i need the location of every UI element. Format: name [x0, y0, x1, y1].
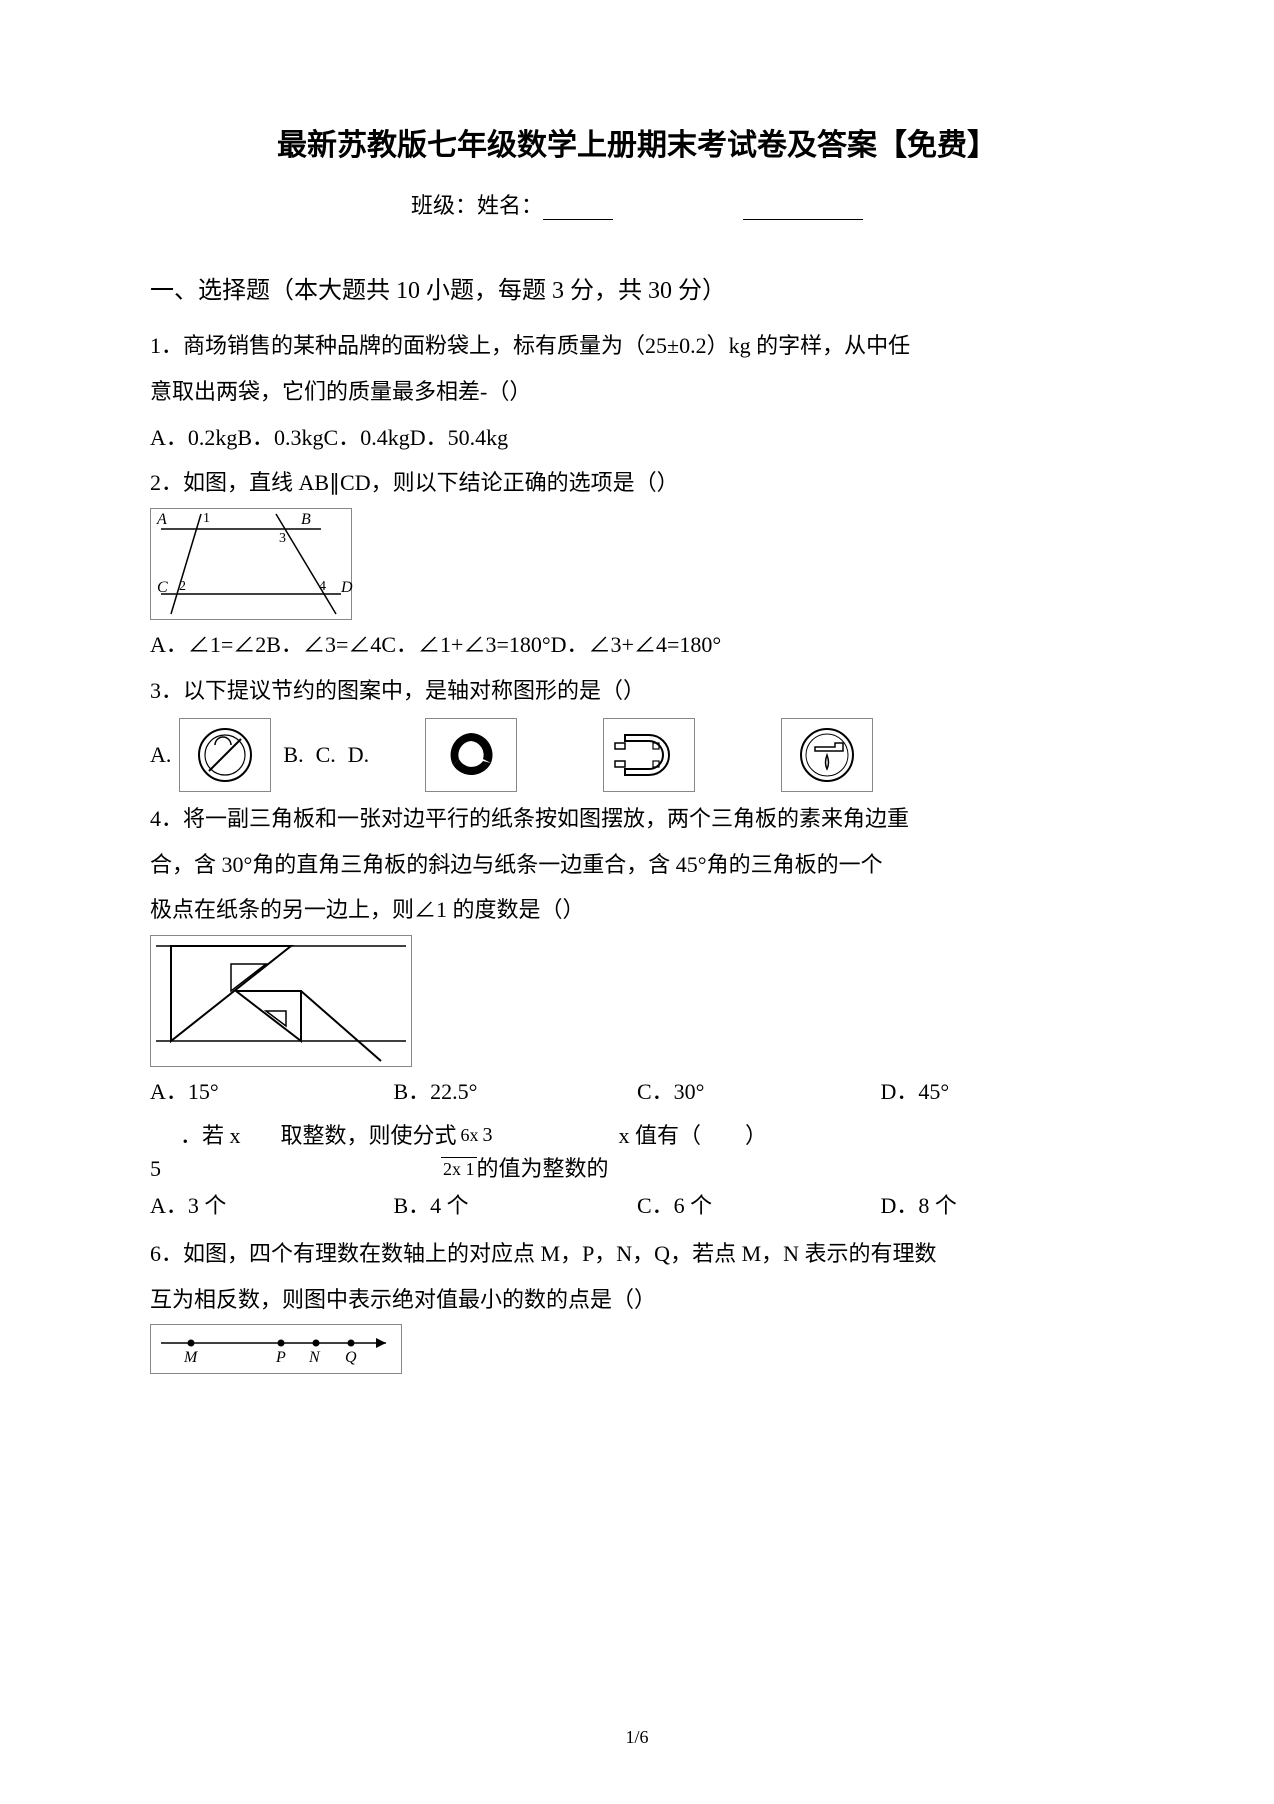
q3-svg-D [797, 725, 857, 785]
q5-line-upper: ．若 x 取整数，则使分式 6x 3 x 值有（ ） [150, 1119, 1124, 1152]
q4-opt-D: D．45° [881, 1071, 1125, 1113]
q3-prefix-A: A. [150, 742, 171, 768]
q4-opt-B: B．22.5° [394, 1071, 638, 1113]
q2-label-1: 1 [203, 511, 210, 527]
q4-options: A．15° B．22.5° C．30° D．45° [150, 1071, 1124, 1113]
q6-label-N: N [309, 1349, 320, 1367]
page-title: 最新苏教版七年级数学上册期末考试卷及答案【免费】 [150, 120, 1124, 164]
q2-options: A．∠1=∠2B．∠3=∠4C．∠1+∠3=180°D．∠3+∠4=180° [150, 624, 1124, 666]
q2-label-4: 4 [319, 579, 326, 595]
q2-label-2: 2 [179, 579, 186, 595]
q4-opt-A: A．15° [150, 1071, 394, 1113]
q3-options-row: A. B. C. D. [150, 718, 1124, 792]
q1-line1: 1．商场销售的某种品牌的面粉袋上，标有质量为（25±0.2）kg 的字样，从中任 [150, 325, 1124, 367]
q1-options: A．0.2kgB．0.3kgC．0.4kgD．50.4kg [150, 417, 1124, 459]
q2-line1: 2．如图，直线 AB∥CD，则以下结论正确的选项是（） [150, 462, 1124, 504]
q3-icon-D [781, 718, 873, 792]
q6-label-P: P [276, 1349, 286, 1367]
q5-prefix: 5 [150, 1152, 161, 1185]
q4-svg [151, 936, 411, 1066]
q3-svg-A [195, 725, 255, 785]
q3-prefix-C: C. [316, 742, 336, 768]
q5-mid: 3 [483, 1120, 493, 1150]
q5-opt-C: C．6 个 [637, 1185, 881, 1227]
q4-opt-C: C．30° [637, 1071, 881, 1113]
q3-svg-B [441, 725, 501, 785]
subtitle-line: 班级：姓名： [150, 188, 1124, 220]
q1-line2: 意取出两袋，它们的质量最多相差-（） [150, 371, 1124, 413]
q4-line3: 极点在纸条的另一边上，则∠1 的度数是（） [150, 889, 1124, 931]
q4-figure [150, 935, 412, 1067]
q2-label-D: D [341, 579, 353, 597]
q3-icon-C [603, 718, 695, 792]
q2-label-C: C [157, 579, 168, 597]
q5-fraction: 2x 1 [441, 1157, 477, 1180]
q2-label-B: B [301, 511, 311, 529]
q5-text-1d: x 值有（ ） [619, 1119, 768, 1152]
q3-prefix-B: B. [283, 742, 303, 768]
subtitle-prefix: 班级：姓名： [411, 193, 543, 218]
q5-frac-den: 2x 1 [441, 1157, 477, 1180]
q2-label-A: A [157, 511, 167, 529]
q6-line2: 互为相反数，则图中表示绝对值最小的数的点是（） [150, 1279, 1124, 1321]
q3-prefix-D: D. [348, 742, 369, 768]
q2-label-3: 3 [279, 531, 286, 547]
q4-line1: 4．将一副三角板和一张对边平行的纸条按如图摆放，两个三角板的素来角边重 [150, 798, 1124, 840]
q3-icon-A [179, 718, 271, 792]
blank-name [543, 219, 613, 220]
q5-opt-B: B．4 个 [394, 1185, 638, 1227]
section-1-heading: 一、选择题（本大题共 10 小题，每题 3 分，共 30 分） [150, 270, 1124, 305]
q3-line1: 3．以下提议节约的图案中，是轴对称图形的是（） [150, 670, 1124, 712]
q5-text-1b: 取整数，则使分式 [281, 1119, 457, 1152]
q2-figure: A B C D 1 3 2 4 [150, 508, 352, 620]
q6-line1: 6．如图，四个有理数在数轴上的对应点 M，P，N，Q，若点 M，N 表示的有理数 [150, 1233, 1124, 1275]
q5-options: A．3 个 B．4 个 C．6 个 D．8 个 [150, 1185, 1124, 1227]
q3-svg-C [609, 725, 689, 785]
q5-opt-D: D．8 个 [881, 1185, 1125, 1227]
q5-text-1a: ．若 x [180, 1119, 241, 1152]
q5-line-lower: 5 2x 1 的值为整数的 [150, 1152, 1124, 1185]
page-number: 1/6 [0, 1727, 1274, 1748]
q3-icon-B [425, 718, 517, 792]
page: 最新苏教版七年级数学上册期末考试卷及答案【免费】 班级：姓名： 一、选择题（本大… [0, 0, 1274, 1804]
q2-svg [151, 509, 351, 619]
q5-frac-num: 6x [461, 1122, 479, 1149]
q5-opt-A: A．3 个 [150, 1185, 394, 1227]
q6-label-M: M [184, 1349, 197, 1367]
q6-figure: M P N Q [150, 1324, 402, 1374]
q5-text-1c: 的值为整数的 [477, 1152, 609, 1185]
q6-label-Q: Q [345, 1349, 357, 1367]
q4-line2: 合，含 30°角的直角三角板的斜边与纸条一边重合，含 45°角的三角板的一个 [150, 844, 1124, 886]
blank-score [743, 219, 863, 220]
